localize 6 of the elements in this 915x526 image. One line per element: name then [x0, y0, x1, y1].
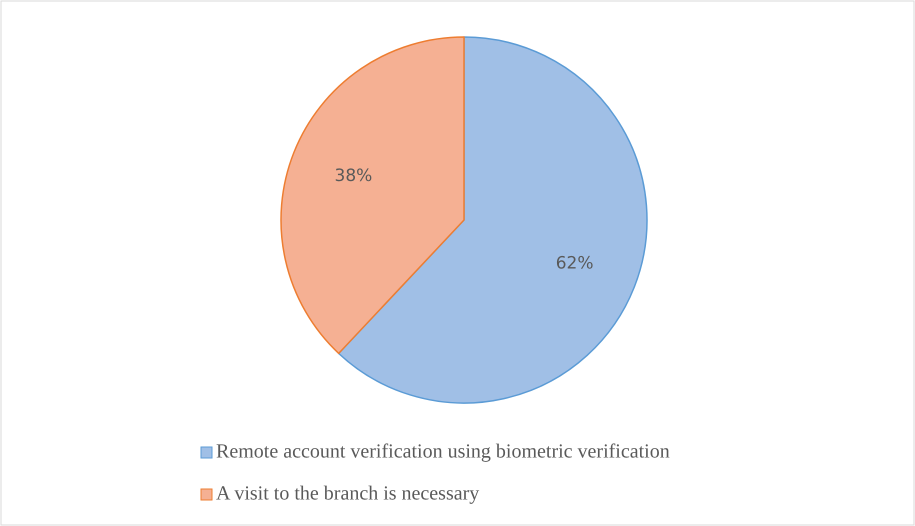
legend-label: A visit to the branch is necessary: [216, 482, 480, 505]
data-label: 62%: [556, 253, 594, 274]
legend-label: Remote account verification using biometric verification: [216, 440, 670, 463]
pie-slice: [280, 36, 465, 354]
pie-slice: [338, 36, 648, 404]
data-label: 38%: [334, 166, 372, 186]
